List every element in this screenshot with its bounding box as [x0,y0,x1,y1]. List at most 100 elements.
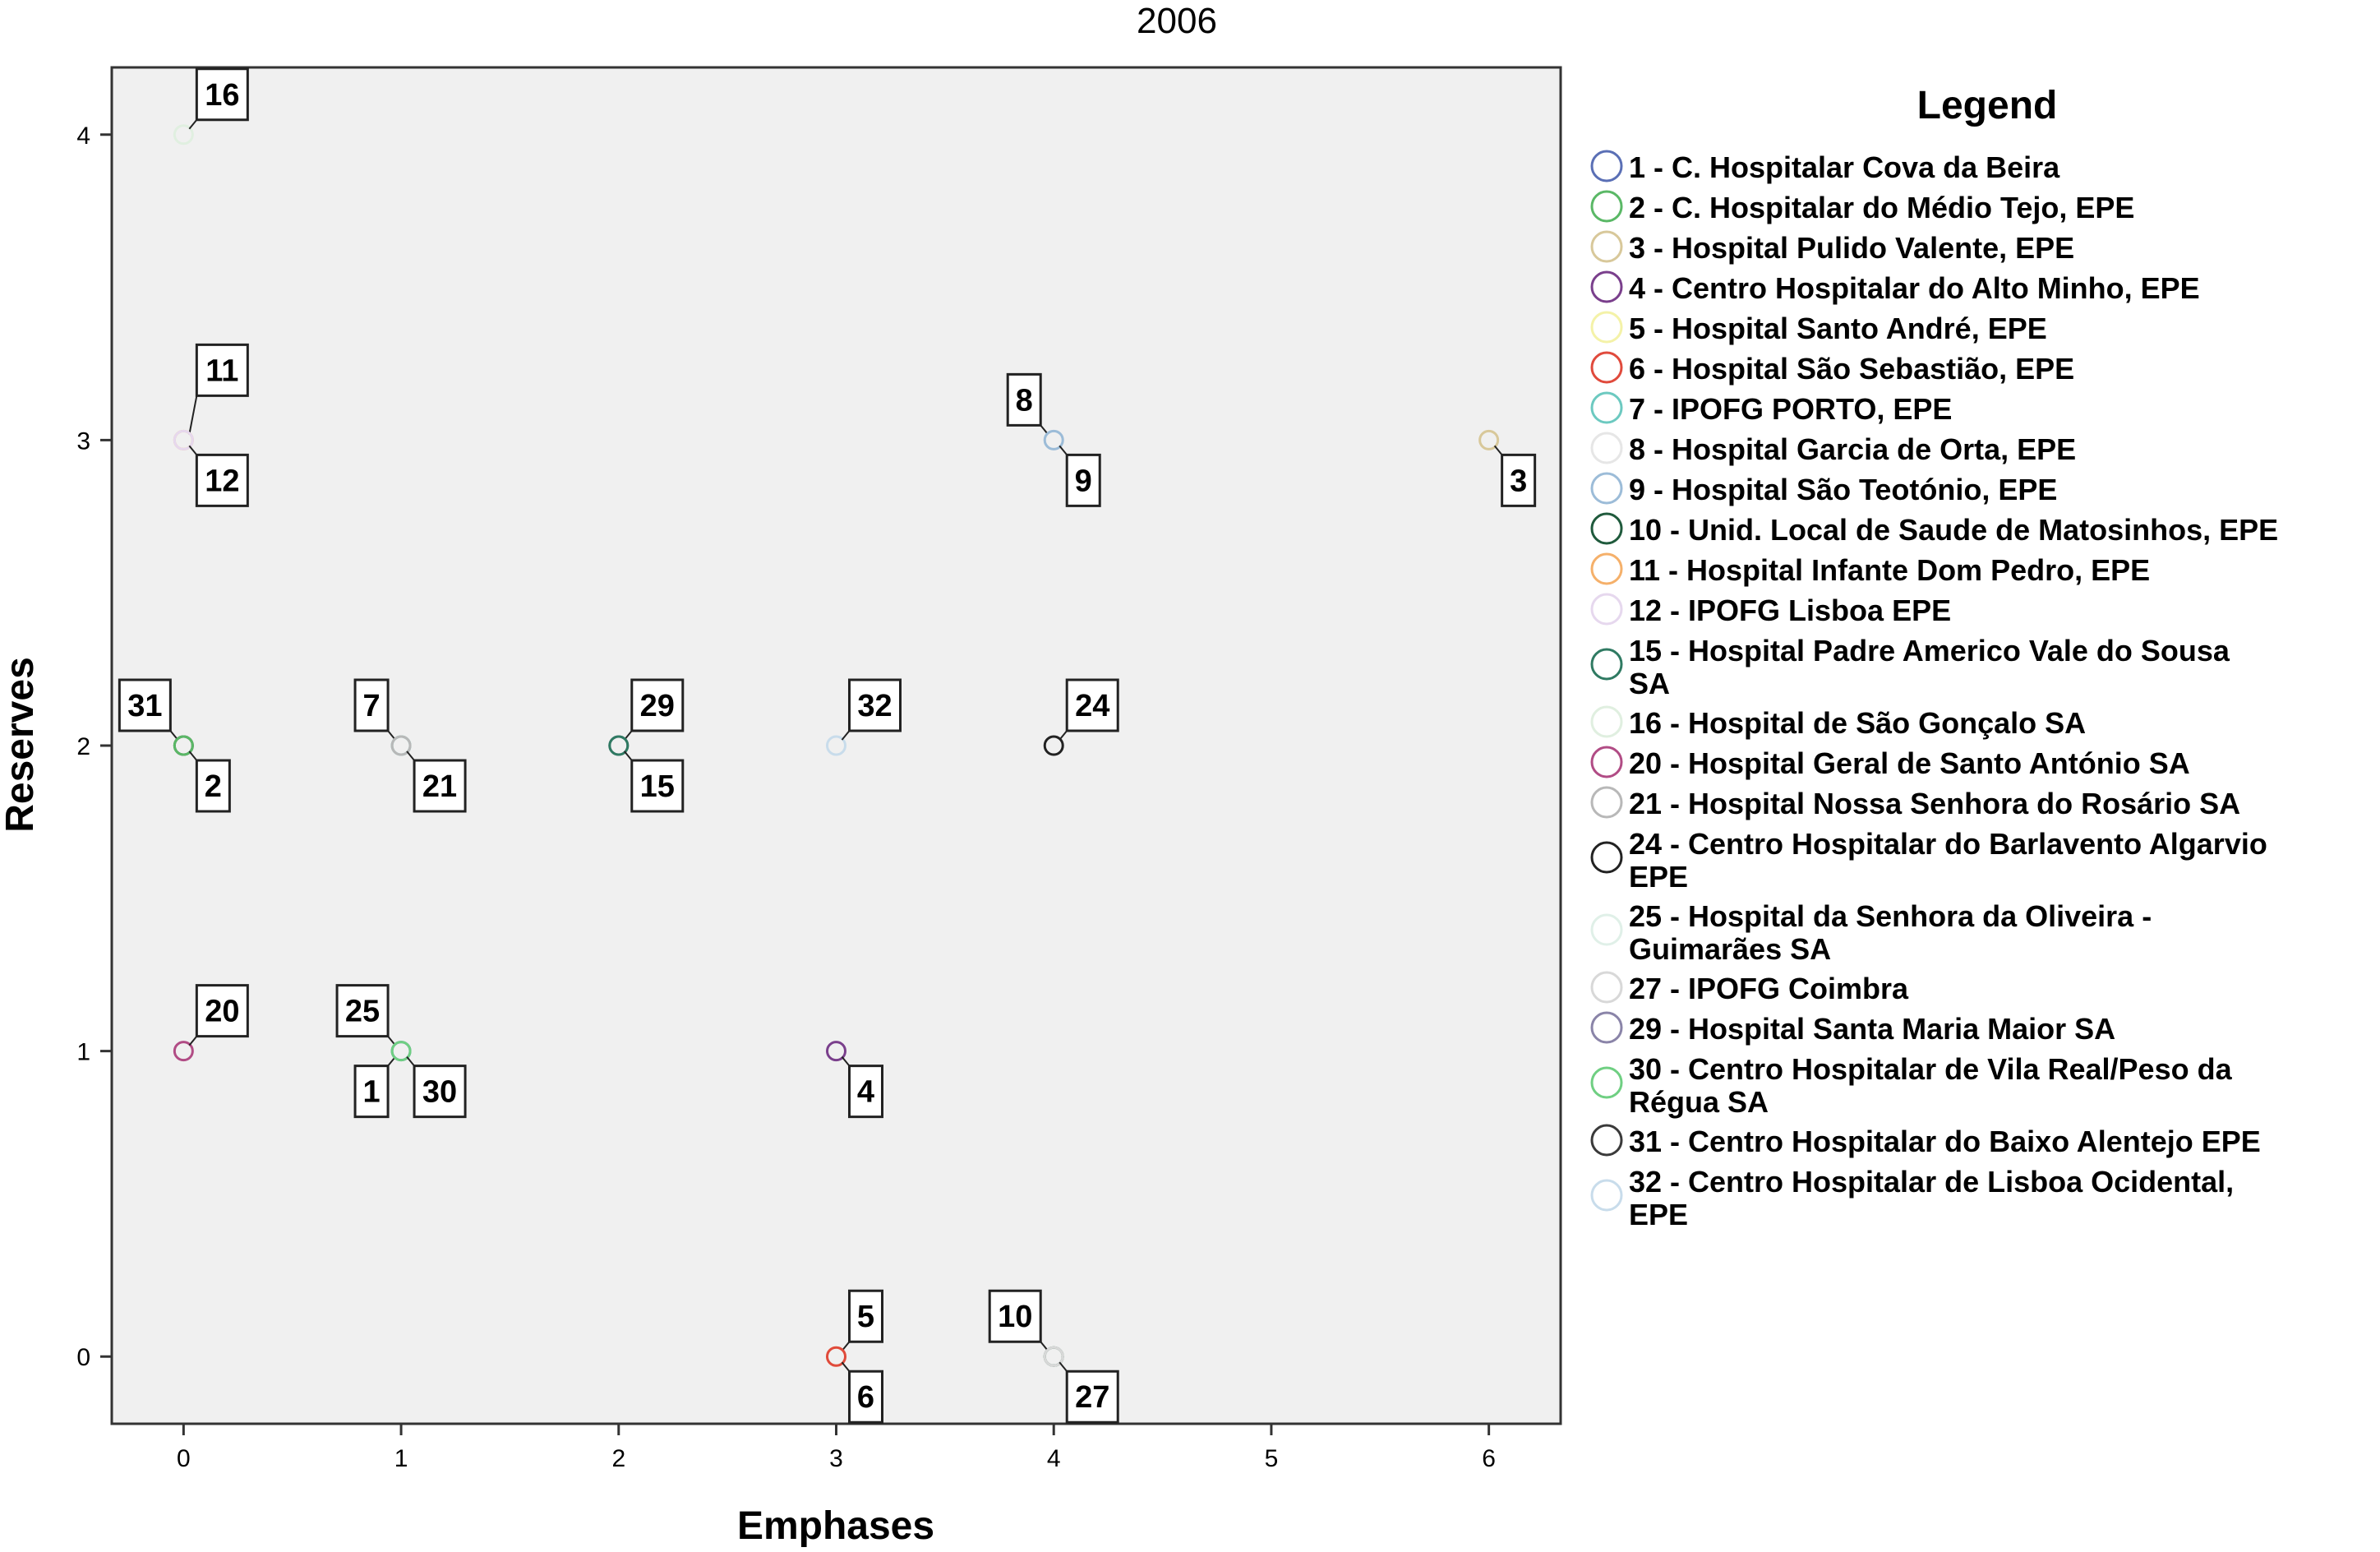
legend-label: 3 - Hospital Pulido Valente, EPE [1629,231,2074,265]
legend-marker [1590,230,1623,263]
legend-label: EPE [1629,860,1688,894]
point-label: 7 [363,689,381,723]
point-label-box [1065,678,1119,732]
x-tick-label: 5 [1265,1445,1279,1472]
plot-area [110,66,1562,1425]
point-leader-line [188,395,198,435]
point-label-box [413,759,467,813]
point-label: 25 [345,995,380,1029]
legend-marker [1590,190,1623,223]
point-leader-line [841,1055,851,1067]
point-label: 8 [1016,383,1033,418]
legend-marker [1590,512,1623,545]
point-label: 4 [857,1075,874,1110]
data-point [1478,429,1500,450]
legend-label: 25 - Hospital da Senhora da Oliveira - [1629,899,2152,933]
data-point [173,429,194,450]
legend-marker [1590,150,1623,182]
legend-label: 8 - Hospital Garcia de Orta, EPE [1629,432,2076,466]
data-point [390,1041,412,1062]
point-label-box [195,453,249,507]
legend-label: 24 - Centro Hospitalar do Barlavento Alg… [1629,827,2267,861]
point-label-box [335,984,390,1038]
point-leader-line [1493,445,1503,456]
legend-label: 9 - Hospital São Teotónio, EPE [1629,473,2057,506]
point-label-box [988,1289,1042,1343]
point-label: 24 [1075,689,1109,723]
point-label-box [1065,1370,1119,1424]
legend-marker [1590,311,1623,344]
x-tick-label: 4 [1047,1445,1061,1472]
legend-label: 5 - Hospital Santo André, EPE [1629,312,2047,345]
y-tick-label: 2 [76,733,90,760]
legend-marker [1590,552,1623,585]
point-label: 10 [998,1300,1032,1334]
data-point [826,1346,846,1367]
data-point [1043,735,1064,756]
y-tick-label: 4 [76,122,90,150]
legend: Legend 1 - C. Hospitalar Cova da Beira 2 … [1590,84,2278,1231]
legend-label: 20 - Hospital Geral de Santo António SA [1629,746,2190,780]
point-label: 5 [857,1300,874,1334]
point-leader-line [1059,730,1068,741]
point-label-box [353,678,390,732]
data-points: 16 11 12 31 2 20 7 21 25 1 30 29 15 32 4 5 6 8 9 24 10 27 3 [118,67,1537,1424]
chart-title: 2006 [1137,1,1217,41]
point-label: 20 [205,995,239,1029]
y-tick-label: 0 [76,1344,90,1371]
x-axis: 0 1 2 3 4 5 6 [177,1424,1496,1472]
point-label: 15 [640,769,675,804]
point-label-box [848,1289,883,1343]
point-leader-line [841,1361,851,1372]
y-tick-label: 3 [76,427,90,455]
legend-marker [1590,648,1623,681]
legend-marker [1590,391,1623,424]
point-leader-line [188,751,198,761]
point-leader-line [188,445,198,456]
point-label-box [848,1065,883,1119]
point-label: 29 [640,689,675,723]
legend-marker [1590,913,1623,946]
legend-marker [1590,841,1623,874]
point-leader-line [188,119,198,130]
legend-label: 1 - C. Hospitalar Cova da Beira [1629,150,2060,184]
legend-label: 15 - Hospital Padre Americo Vale do Sous… [1629,634,2230,667]
point-label-box [1065,453,1101,507]
data-point [608,735,630,756]
legend-label: 6 - Hospital São Sebastião, EPE [1629,352,2074,386]
legend-label: 2 - C. Hospitalar do Médio Tejo, EPE [1629,191,2134,224]
legend-label: 7 - IPOFG PORTO, EPE [1629,392,1952,426]
point-label-box [630,759,685,813]
legend-label: 12 - IPOFG Lisboa EPE [1629,594,1951,627]
point-label: 21 [422,769,457,804]
x-tick-label: 2 [611,1445,625,1472]
legend-label: 4 - Centro Hospitalar do Alto Minho, EPE [1629,271,2200,305]
point-label-box [1501,453,1537,507]
point-label-box [630,678,685,732]
legend-marker [1590,1124,1623,1157]
legend-label: SA [1629,667,1670,700]
y-axis: 0 1 2 3 4 [76,122,112,1371]
legend-marker [1590,432,1623,464]
data-point [1043,429,1064,450]
legend-marker [1590,1066,1623,1099]
x-axis-title: Emphases [737,1504,934,1548]
point-label-box [848,678,902,732]
legend-marker [1590,472,1623,505]
point-label: 1 [363,1075,381,1110]
legend-marker [1590,270,1623,303]
legend-label: 30 - Centro Hospitalar de Vila Real/Peso… [1629,1052,2233,1086]
x-tick-label: 3 [829,1445,843,1472]
point-leader-line [406,1055,415,1067]
point-label: 12 [205,464,239,498]
point-leader-line [1059,445,1068,456]
point-label: 6 [857,1380,874,1415]
point-label-box [195,67,249,122]
data-point [173,735,194,756]
data-point [173,1041,194,1062]
point-label-box [848,1370,883,1424]
point-label: 16 [205,78,239,113]
legend-label: 29 - Hospital Santa Maria Maior SA [1629,1012,2115,1046]
legend-label: 11 - Hospital Infante Dom Pedro, EPE [1629,553,2150,587]
